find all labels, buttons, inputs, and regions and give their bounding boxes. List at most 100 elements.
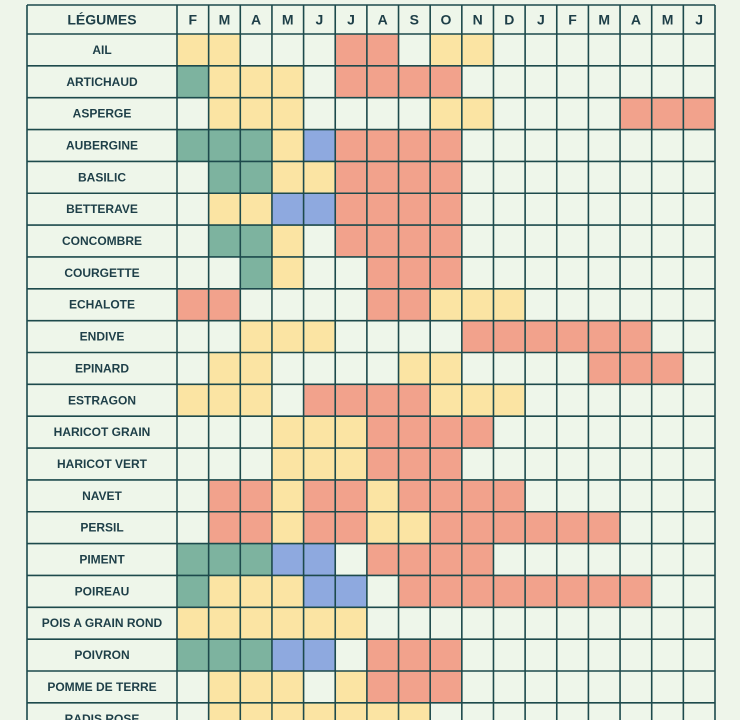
vegetable-label: NAVET <box>82 489 122 503</box>
period-cell <box>651 97 684 130</box>
period-cell <box>208 384 241 417</box>
period-cell <box>240 225 272 257</box>
period-cell <box>303 416 336 449</box>
period-cell <box>461 320 494 353</box>
vegetable-label: POIREAU <box>75 584 130 598</box>
period-cell <box>303 479 336 512</box>
month-header: M <box>282 12 294 28</box>
period-cell <box>461 479 494 512</box>
period-cell <box>588 575 621 608</box>
period-cell <box>240 65 272 98</box>
period-cell <box>398 65 431 98</box>
period-cell <box>240 129 272 162</box>
period-cell <box>430 448 462 480</box>
period-cell <box>335 34 367 66</box>
period-cell <box>303 384 336 417</box>
period-cell <box>588 511 621 544</box>
period-cell <box>430 575 462 608</box>
period-cell <box>271 65 304 98</box>
period-cell <box>366 256 399 289</box>
period-cell <box>208 543 241 576</box>
period-cell <box>335 671 367 703</box>
month-header: A <box>251 12 261 28</box>
period-cell <box>271 161 304 194</box>
period-cell <box>177 639 209 671</box>
period-cell <box>461 543 494 576</box>
period-cell <box>240 97 272 130</box>
month-header: M <box>662 12 674 28</box>
vegetable-label: BETTERAVE <box>66 202 138 216</box>
vegetable-label: CONCOMBRE <box>62 234 142 248</box>
period-cell <box>208 65 241 98</box>
period-cell <box>240 575 272 608</box>
period-cell <box>461 416 494 449</box>
period-cell <box>430 97 462 130</box>
period-cell <box>430 256 462 289</box>
vegetable-label: POIVRON <box>74 648 129 662</box>
period-cell <box>335 448 367 480</box>
period-cell <box>335 479 367 512</box>
period-cell <box>271 97 304 130</box>
month-header: F <box>189 12 198 28</box>
period-cell <box>335 65 367 98</box>
period-cell <box>271 129 304 162</box>
period-cell <box>335 384 367 417</box>
period-cell <box>398 448 431 480</box>
period-cell <box>303 702 336 720</box>
period-cell <box>271 543 304 576</box>
period-cell <box>430 639 462 671</box>
period-cell <box>177 34 209 66</box>
period-cell <box>366 448 399 480</box>
period-cell <box>208 97 241 130</box>
period-cell <box>271 479 304 512</box>
period-cell <box>556 575 589 608</box>
period-cell <box>430 479 462 512</box>
period-cell <box>177 65 209 98</box>
period-cell <box>271 320 304 353</box>
period-cell <box>430 352 462 385</box>
period-cell <box>208 511 241 544</box>
period-cell <box>461 575 494 608</box>
period-cell <box>366 161 399 194</box>
period-cell <box>177 543 209 576</box>
period-cell <box>271 639 304 671</box>
period-cell <box>208 34 241 66</box>
period-cell <box>177 607 209 640</box>
period-cell <box>366 193 399 226</box>
period-cell <box>366 511 399 544</box>
vegetable-label: ARTICHAUD <box>66 75 138 89</box>
period-cell <box>398 225 431 257</box>
period-cell <box>240 702 272 720</box>
period-cell <box>398 511 431 544</box>
period-cell <box>525 575 557 608</box>
period-cell <box>366 129 399 162</box>
period-cell <box>398 129 431 162</box>
period-cell <box>240 479 272 512</box>
period-cell <box>398 193 431 226</box>
period-cell <box>461 288 494 321</box>
vegetable-label: ENDIVE <box>80 330 125 344</box>
period-cell <box>177 288 209 321</box>
period-cell <box>398 161 431 194</box>
period-cell <box>240 543 272 576</box>
month-header: F <box>568 12 577 28</box>
period-cell <box>240 256 272 289</box>
period-cell <box>271 448 304 480</box>
vegetable-label: PIMENT <box>79 553 125 567</box>
period-cell <box>208 129 241 162</box>
period-cell <box>398 288 431 321</box>
period-cell <box>271 256 304 289</box>
period-cell <box>240 384 272 417</box>
month-header: M <box>219 12 231 28</box>
vegetable-label: POIS A GRAIN ROND <box>42 616 163 630</box>
period-cell <box>366 384 399 417</box>
vegetable-label: ASPERGE <box>73 107 132 121</box>
period-cell <box>430 288 462 321</box>
period-cell <box>208 639 241 671</box>
period-cell <box>398 543 431 576</box>
period-cell <box>208 671 241 703</box>
period-cell <box>461 384 494 417</box>
period-cell <box>398 479 431 512</box>
period-cell <box>303 193 336 226</box>
